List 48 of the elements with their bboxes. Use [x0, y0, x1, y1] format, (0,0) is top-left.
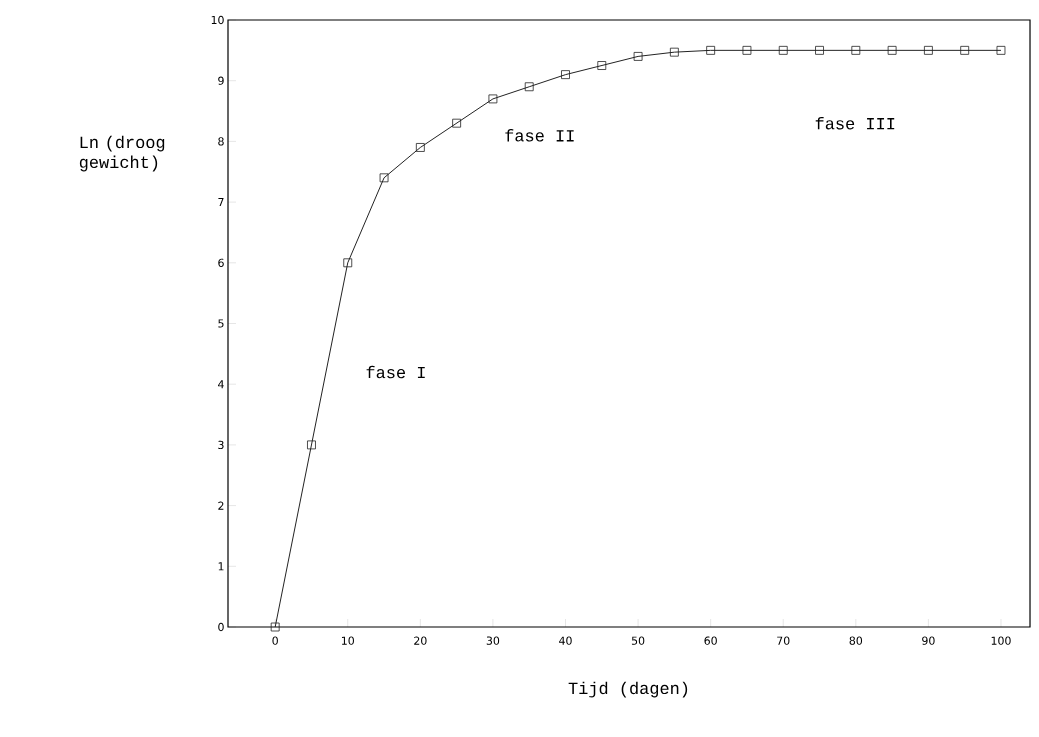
- y-tick-label: 7: [218, 198, 224, 207]
- point: [815, 45, 824, 55]
- y-axis-title: Ln (droog gewicht): [79, 135, 165, 172]
- point: [597, 61, 607, 70]
- annotation: fase III: [815, 116, 895, 130]
- point: [851, 45, 861, 55]
- y-tick-label: 6: [218, 258, 224, 267]
- annotation: fase II: [505, 129, 574, 142]
- point: [996, 45, 1006, 55]
- point: [706, 45, 716, 55]
- point: [343, 258, 353, 268]
- y-tick-label: 9: [218, 76, 224, 85]
- point: [270, 622, 280, 632]
- point: [924, 45, 933, 55]
- y-tick-label: 3: [218, 440, 224, 450]
- x-tick-label: 100: [991, 636, 1011, 645]
- y-tick-label: 0: [218, 622, 224, 632]
- x-tick-label: 30: [486, 636, 500, 645]
- point: [887, 45, 897, 55]
- point: [307, 440, 316, 450]
- annotation: fase I: [366, 365, 425, 379]
- point: [379, 173, 389, 183]
- x-tick-label: 80: [849, 636, 863, 645]
- point: [524, 82, 534, 92]
- point: [633, 52, 643, 61]
- y-tick-label: 2: [218, 501, 224, 510]
- x-tick-label: 20: [414, 636, 427, 645]
- point: [960, 45, 970, 55]
- y-tick-label: 1: [218, 562, 224, 571]
- x-tick-label: 0: [272, 636, 278, 645]
- y-tick-label: 8: [218, 137, 224, 146]
- point: [742, 45, 752, 55]
- x-tick-label: 40: [559, 636, 572, 645]
- point: [778, 45, 788, 55]
- y-tick-label: 10: [211, 15, 224, 25]
- y-tick-label: 4: [218, 380, 224, 389]
- x-axis-title: Tijd (dagen): [568, 681, 688, 698]
- x-tick-label: 70: [777, 636, 790, 645]
- x-tick-label: 50: [631, 636, 645, 645]
- point: [669, 47, 679, 57]
- x-tick-label: 60: [704, 636, 717, 645]
- y-tick-label: 5: [218, 319, 224, 328]
- point: [488, 94, 498, 104]
- x-tick-label: 10: [341, 636, 354, 645]
- point: [561, 70, 570, 80]
- x-tick-label: 90: [922, 636, 935, 645]
- point: [415, 143, 425, 152]
- point: [452, 118, 462, 128]
